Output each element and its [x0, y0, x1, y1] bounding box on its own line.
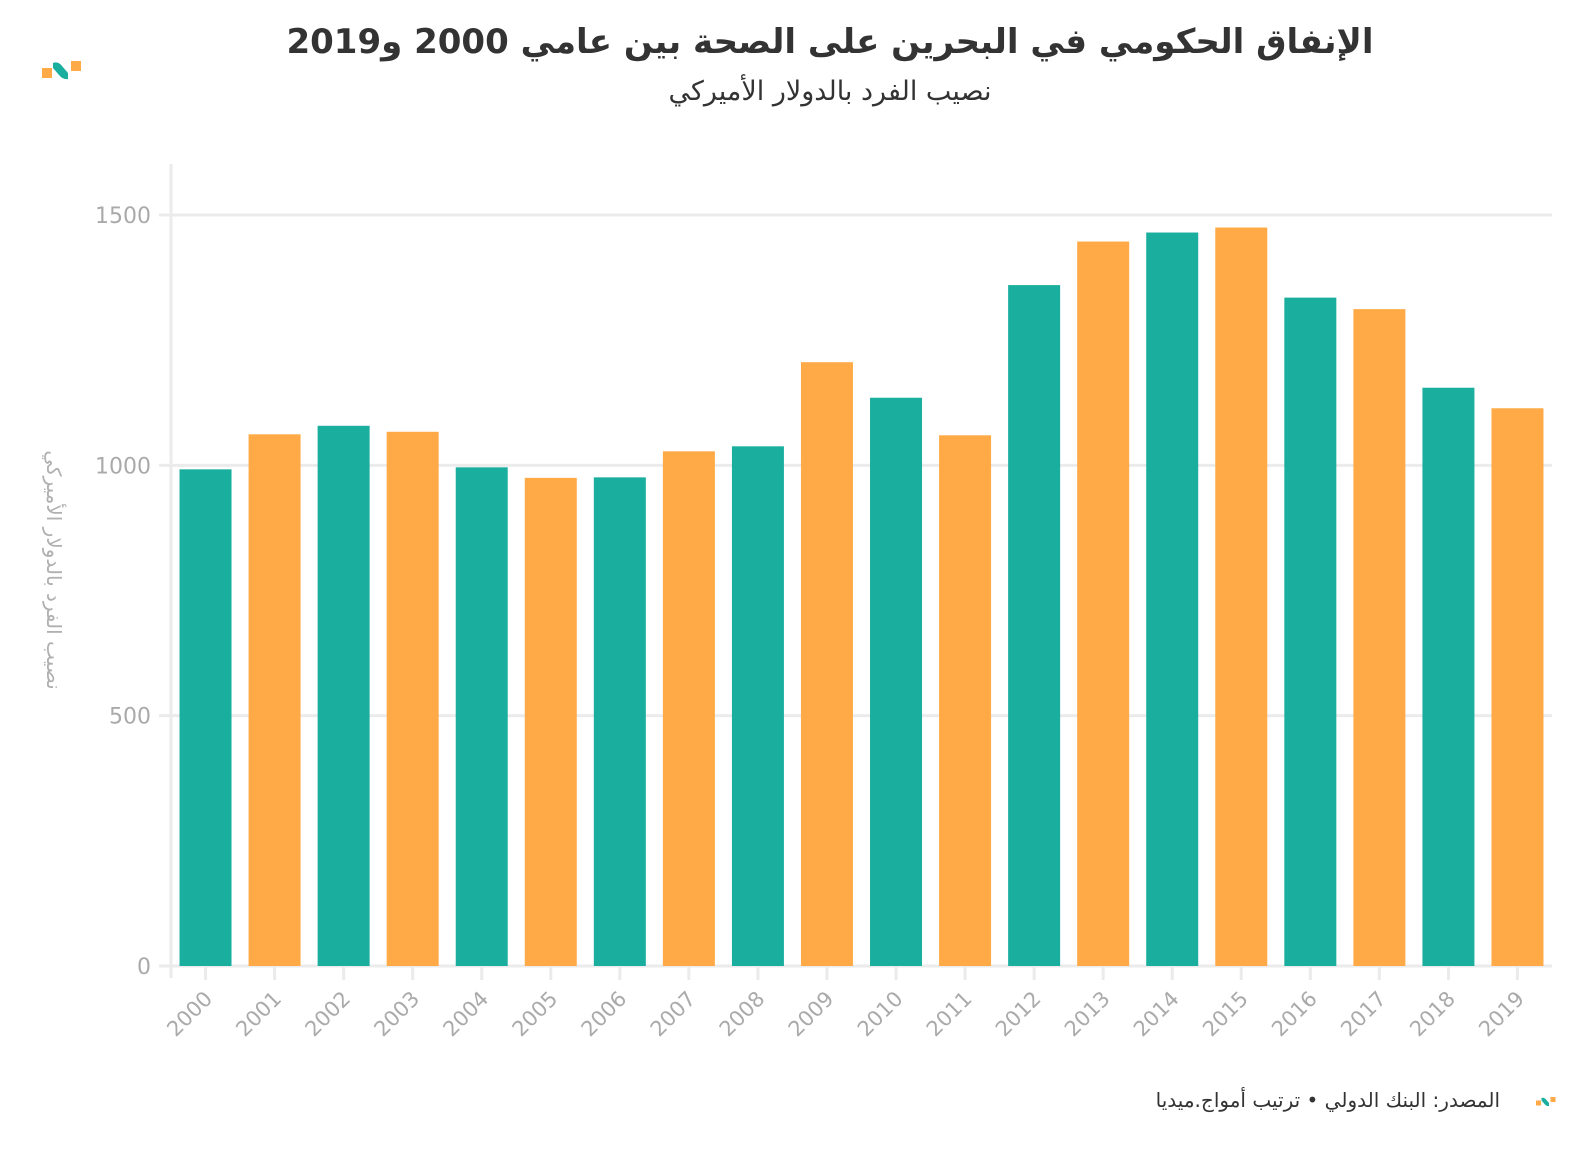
bar-2011: [939, 435, 992, 966]
bars: [179, 227, 1544, 967]
x-tick-label: 2004: [438, 987, 493, 1042]
y-tick-label: 1000: [95, 454, 151, 479]
x-tick-label: 2016: [1267, 987, 1322, 1042]
x-tick-label: 2008: [715, 987, 770, 1042]
x-tick-label: 2012: [991, 987, 1046, 1042]
bar-2000: [179, 469, 232, 966]
x-tick-label: 2019: [1474, 987, 1529, 1042]
y-tick-label: 1500: [95, 204, 151, 229]
x-tick-label: 2017: [1336, 987, 1391, 1042]
x-tick-label: 2013: [1060, 987, 1115, 1042]
bar-2004: [455, 467, 508, 966]
bar-2010: [870, 397, 923, 966]
bar-2002: [317, 425, 370, 967]
source-footer: المصدر: البنك الدولي • ترتيب أمواج.ميديا: [1155, 1088, 1500, 1112]
x-tick-label: 2009: [784, 987, 839, 1042]
bar-2019: [1491, 408, 1544, 966]
chart-title: الإنفاق الحكومي في البحرين على الصحة بين…: [286, 22, 1374, 62]
bar-2008: [731, 446, 784, 967]
bar-2017: [1353, 309, 1406, 966]
bar-2018: [1422, 387, 1475, 967]
x-tick-label: 2001: [231, 987, 286, 1042]
y-tick-label: 500: [109, 705, 151, 730]
bar-2015: [1215, 227, 1268, 966]
bar-2009: [800, 362, 853, 966]
bar-2016: [1284, 297, 1337, 966]
y-tick-labels: 0 500 1000 1500: [95, 204, 151, 980]
amwaj-media-logo-icon: [42, 61, 81, 80]
x-tick-label: 2003: [369, 987, 424, 1042]
axes: [169, 164, 1519, 980]
chart-subtitle: نصيب الفرد بالدولار الأميركي: [668, 76, 992, 107]
x-tick-label: 2015: [1198, 987, 1253, 1042]
footer-logo-icon: [1536, 1097, 1556, 1107]
bar-2006: [593, 477, 646, 966]
x-tick-label: 2000: [162, 987, 217, 1042]
x-tick-label: 2006: [577, 987, 632, 1042]
x-tick-label: 2010: [853, 987, 908, 1042]
x-tick-label: 2005: [508, 987, 563, 1042]
x-tick-label: 2002: [300, 987, 355, 1042]
bar-2007: [662, 451, 715, 966]
x-tick-label: 2011: [922, 987, 977, 1042]
x-tick-label: 2007: [646, 987, 701, 1042]
bar-2003: [386, 431, 439, 966]
x-tick-label: 2014: [1129, 987, 1184, 1042]
bar-2013: [1077, 241, 1130, 966]
bar-2014: [1146, 232, 1199, 967]
y-tick-label: 0: [137, 955, 151, 980]
x-tick-labels: 2000 2001 2002 2003 2004 2005 2006 2007 2008 2009…: [162, 987, 1529, 1042]
bar-2001: [248, 434, 301, 966]
bar-2012: [1008, 285, 1061, 966]
x-tick-label: 2018: [1405, 987, 1460, 1042]
bar-2005: [524, 477, 577, 966]
